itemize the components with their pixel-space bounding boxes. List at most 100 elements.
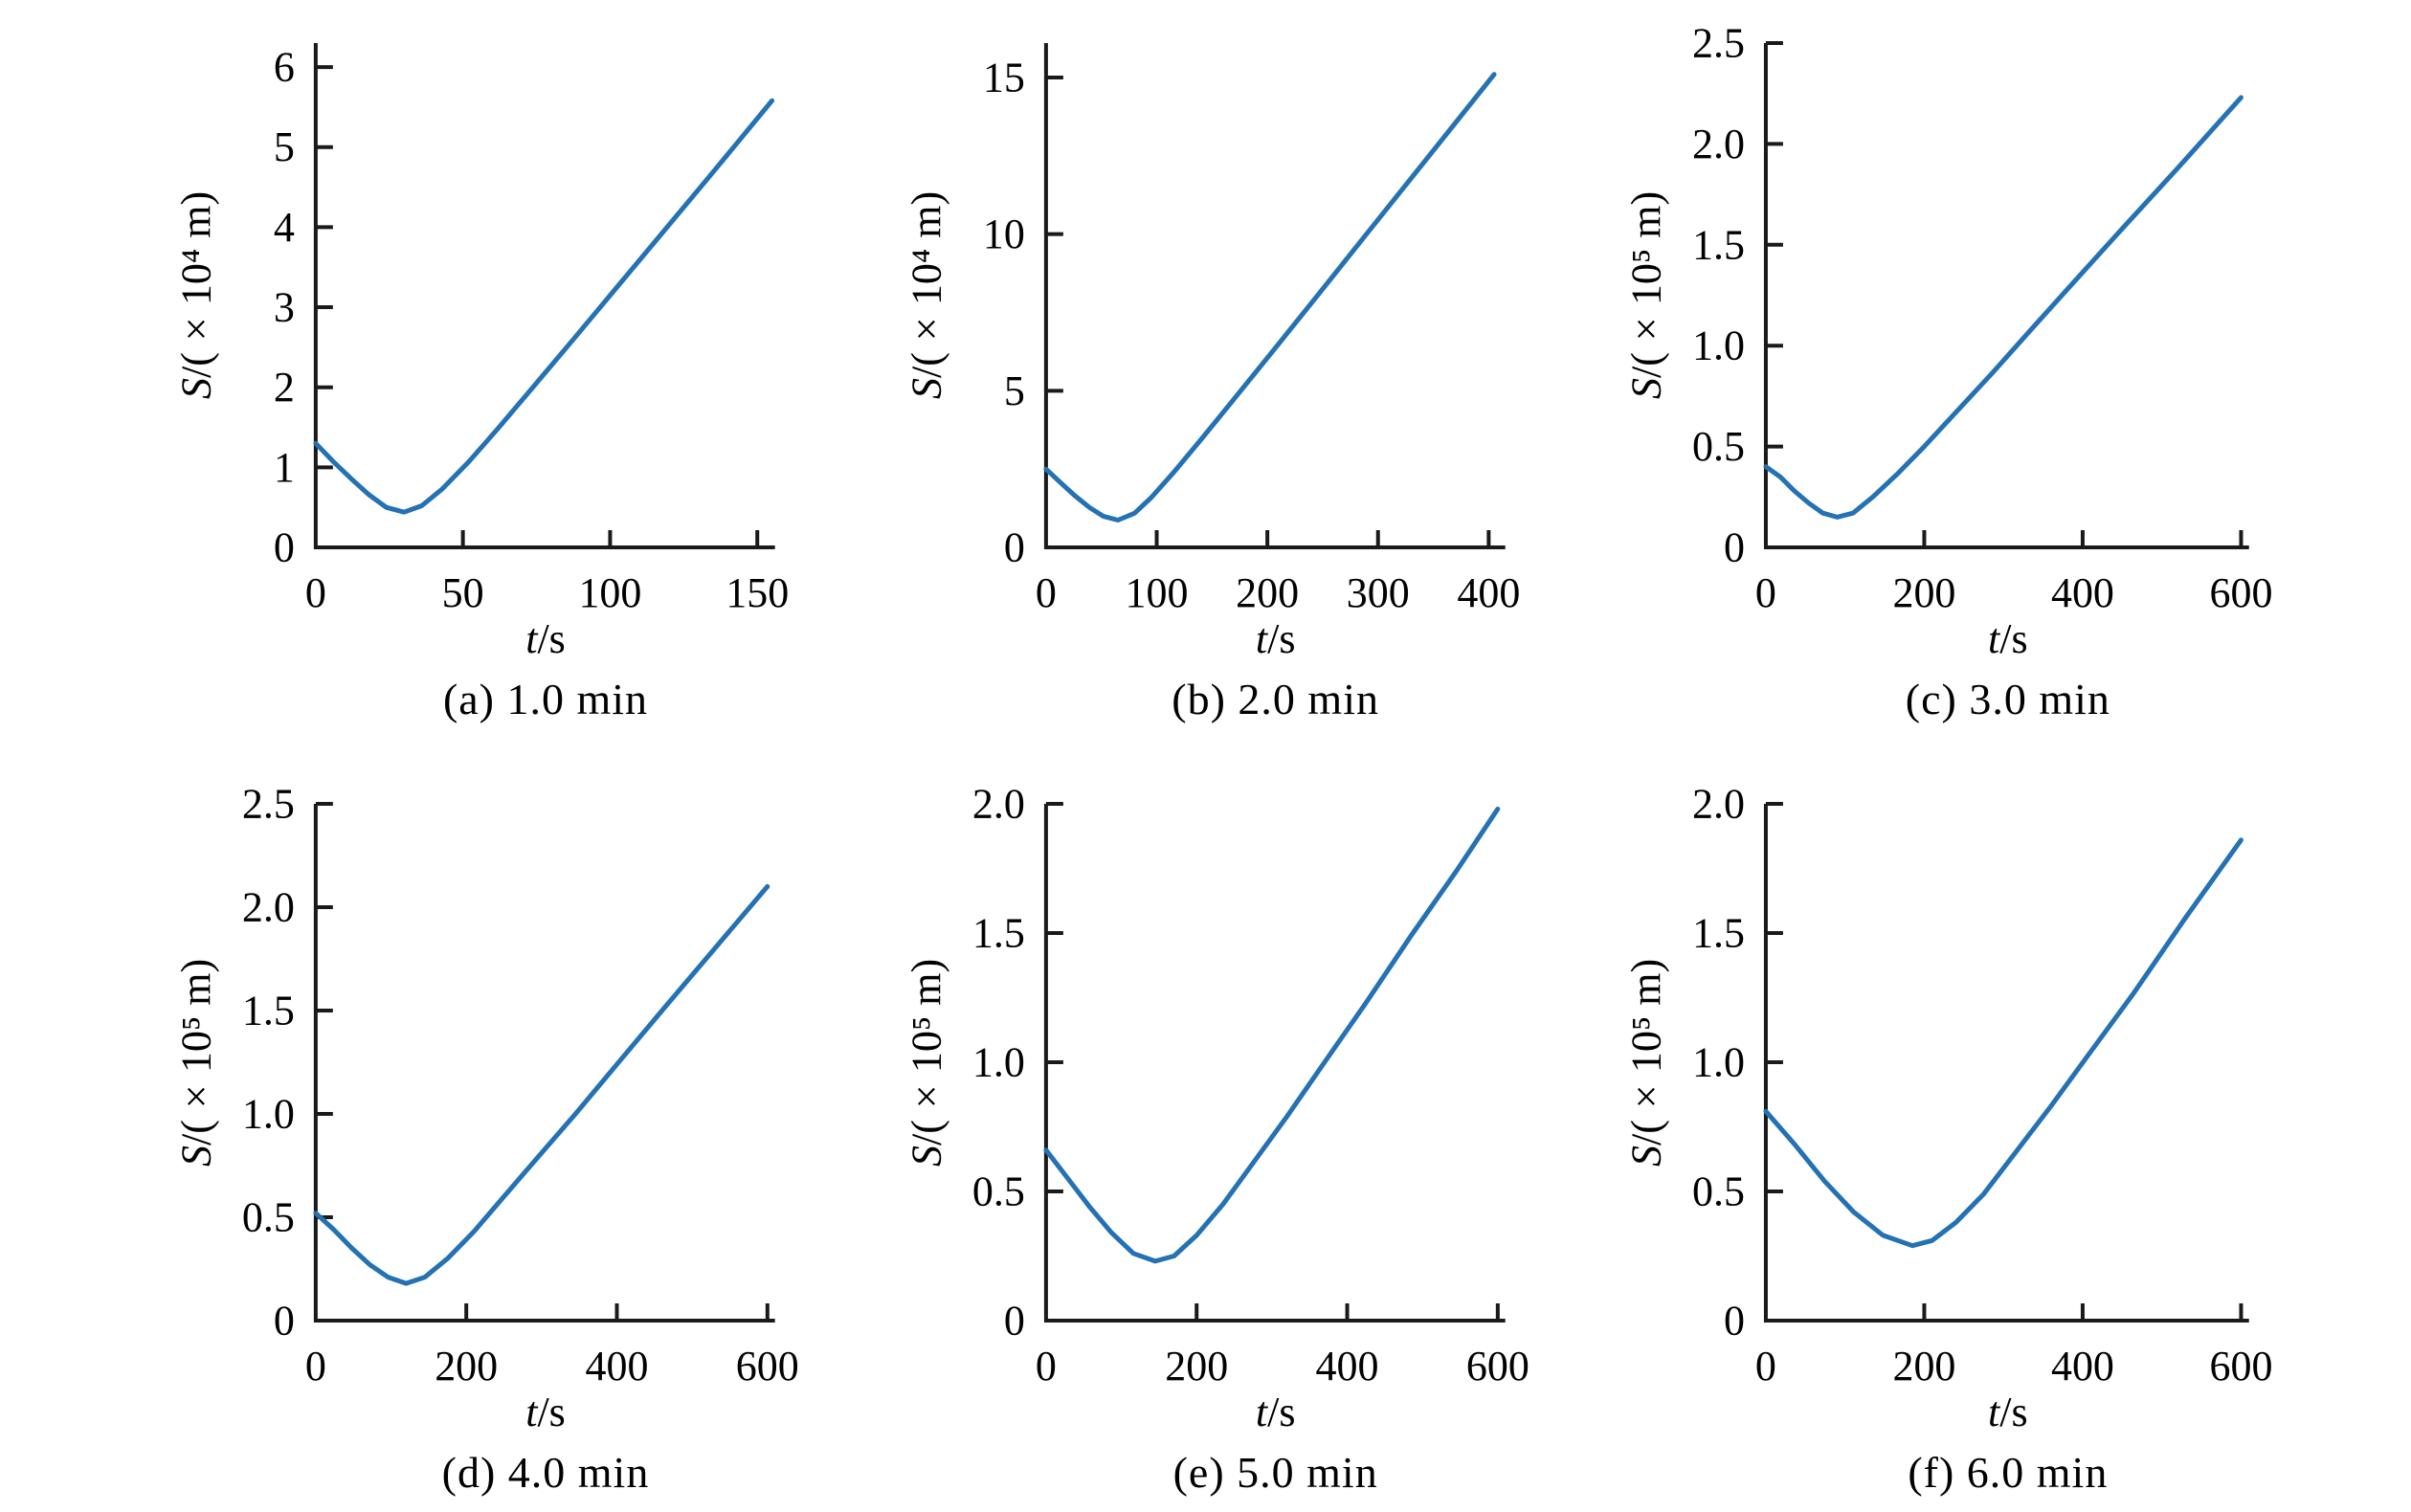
- x-axis-label: t/s: [1046, 1388, 1506, 1436]
- x-axis-label: t/s: [1766, 614, 2249, 663]
- y-tick-label: 2.0: [1692, 121, 1745, 167]
- y-axis-label: S/(×10⁵ m): [1618, 804, 1675, 1321]
- data-curve: [313, 883, 770, 1286]
- y-axis-unit: /(×10⁵ m): [1622, 190, 1670, 379]
- subplot-e: 0 0.5 1.0 1.5 2.0 0 200 400 600 S/(×10⁵ m) t/s (…: [804, 756, 1608, 1512]
- x-tick-label: 600: [2210, 1343, 2273, 1390]
- subplot-caption: (a) 1.0 min: [442, 675, 649, 723]
- y-axis-label: S/(×10⁴ m): [898, 43, 955, 547]
- x-axis-label: t/s: [1046, 614, 1506, 663]
- axes-line: [313, 43, 775, 549]
- subplot-caption: (e) 5.0 min: [1172, 1448, 1378, 1497]
- x-axis-label: t/s: [316, 1388, 775, 1436]
- subplot-b: 0 5 10 15 0 100 200 300 400 S/(×10⁴ m) t/s (b) 2…: [804, 0, 1608, 756]
- subplot-caption: (b) 2.0 min: [1172, 675, 1379, 723]
- x-tick-label: 0: [1755, 1343, 1776, 1390]
- axes-line: [1764, 804, 2250, 1323]
- y-axis-unit: /(×10⁵ m): [903, 958, 950, 1145]
- x-axis-unit: /s: [1267, 615, 1296, 662]
- y-tick-label: 0: [274, 523, 295, 570]
- y-tick-label: 1.5: [1692, 909, 1745, 956]
- x-tick-label: 200: [435, 1343, 498, 1390]
- y-axis-unit: /(×10⁴ m): [172, 190, 220, 379]
- y-axis-label: S/(×10⁵ m): [167, 804, 225, 1321]
- x-tick-label: 400: [2051, 569, 2114, 616]
- y-axis-symbol: S: [903, 378, 950, 400]
- axes-line: [1764, 43, 2250, 549]
- x-tick-label: 300: [1346, 569, 1409, 616]
- y-tick-label: 5: [1004, 367, 1025, 414]
- y-tick-label: 2.0: [242, 883, 295, 930]
- plot-area-d: 0 0.5 1.0 1.5 2.0 2.5 0 200 400 600: [242, 780, 799, 1390]
- y-tick-label: 4: [274, 204, 295, 251]
- data-curve: [1043, 806, 1500, 1264]
- y-tick-label: 10: [983, 211, 1025, 257]
- y-tick-label: 2: [274, 364, 295, 411]
- x-tick-label: 600: [1466, 1343, 1529, 1390]
- y-axis-label: S/(×10⁵ m): [1618, 43, 1675, 547]
- y-axis-symbol: S: [172, 378, 220, 400]
- y-axis-label: S/(×10⁴ m): [167, 43, 225, 547]
- subplot-caption: (f) 6.0 min: [1908, 1448, 2109, 1497]
- y-tick-label: 1.0: [242, 1090, 295, 1137]
- y-tick-label: 0: [1724, 1297, 1745, 1344]
- x-tick-label: 100: [578, 569, 641, 616]
- y-axis-symbol: S: [1622, 1145, 1670, 1167]
- x-axis-symbol: t: [1255, 1389, 1268, 1435]
- y-tick-label: 1.0: [1692, 1038, 1745, 1085]
- y-tick-label: 15: [983, 55, 1025, 101]
- y-axis-symbol: S: [903, 1145, 950, 1167]
- x-tick-label: 200: [1165, 1343, 1228, 1390]
- x-tick-label: 400: [1457, 569, 1520, 616]
- x-axis-unit: /s: [537, 615, 566, 662]
- y-tick-label: 1: [274, 444, 295, 491]
- subplot-caption: (c) 3.0 min: [1905, 675, 2110, 723]
- y-tick-label: 2.5: [242, 780, 295, 827]
- y-tick-label: 3: [274, 284, 295, 331]
- y-tick-label: 1.5: [1692, 221, 1745, 268]
- x-tick-label: 400: [2051, 1343, 2114, 1390]
- x-axis-label: t/s: [1766, 1388, 2249, 1436]
- y-tick-label: 1.5: [242, 987, 295, 1034]
- y-tick-label: 1.0: [972, 1038, 1025, 1085]
- y-axis-symbol: S: [1622, 378, 1670, 400]
- y-tick-label: 6: [274, 44, 295, 91]
- y-tick-label: 5: [274, 123, 295, 170]
- x-axis-symbol: t: [1988, 1389, 2000, 1435]
- x-axis-symbol: t: [1988, 615, 2000, 662]
- x-tick-label: 0: [1755, 569, 1776, 616]
- y-tick-label: 2.0: [972, 780, 1025, 827]
- subplot-c: 0 0.5 1.0 1.5 2.0 2.5 0 200 400 600 S/(×10⁵ m) t/…: [1607, 0, 2411, 756]
- axes-line: [1043, 43, 1506, 549]
- y-axis-label: S/(×10⁵ m): [898, 804, 955, 1321]
- plot-area-b: 0 5 10 15 0 100 200 300 400: [983, 43, 1520, 616]
- x-axis-label: t/s: [316, 614, 775, 663]
- x-tick-label: 0: [1036, 1343, 1057, 1390]
- x-tick-label: 50: [442, 569, 484, 616]
- y-tick-label: 0.5: [1692, 423, 1745, 470]
- x-tick-label: 200: [1893, 1343, 1956, 1390]
- x-axis-unit: /s: [1999, 1389, 2028, 1435]
- y-tick-label: 1.0: [1692, 322, 1745, 369]
- x-tick-label: 200: [1236, 569, 1299, 616]
- y-tick-label: 2.0: [1692, 780, 1745, 827]
- y-axis-symbol: S: [172, 1145, 220, 1167]
- y-tick-label: 0.5: [242, 1193, 295, 1240]
- subplot-a: 0 1 2 3 4 5 6 0 50 100 150 S/(×10⁴ m) t/s (a) 1.0 …: [0, 0, 804, 756]
- plot-area-f: 0 0.5 1.0 1.5 2.0 0 200 400 600: [1692, 780, 2273, 1390]
- x-axis-symbol: t: [525, 615, 538, 662]
- y-tick-label: 0.5: [1692, 1167, 1745, 1214]
- x-tick-label: 150: [726, 569, 789, 616]
- y-axis-unit: /(×10⁵ m): [172, 958, 220, 1145]
- y-tick-label: 0: [1724, 523, 1745, 570]
- plot-area-e: 0 0.5 1.0 1.5 2.0 0 200 400 600: [972, 780, 1529, 1390]
- x-tick-label: 0: [305, 1343, 326, 1390]
- x-tick-label: 0: [1036, 569, 1057, 616]
- x-axis-unit: /s: [1999, 615, 2028, 662]
- data-curve: [1763, 95, 2244, 520]
- y-tick-label: 0: [274, 1297, 295, 1344]
- x-axis-unit: /s: [1267, 1389, 1296, 1435]
- axes-line: [313, 804, 775, 1323]
- data-curve: [1763, 837, 2244, 1249]
- subplot-d: 0 0.5 1.0 1.5 2.0 2.5 0 200 400 600 S/(×10⁵ m) t/…: [0, 756, 804, 1512]
